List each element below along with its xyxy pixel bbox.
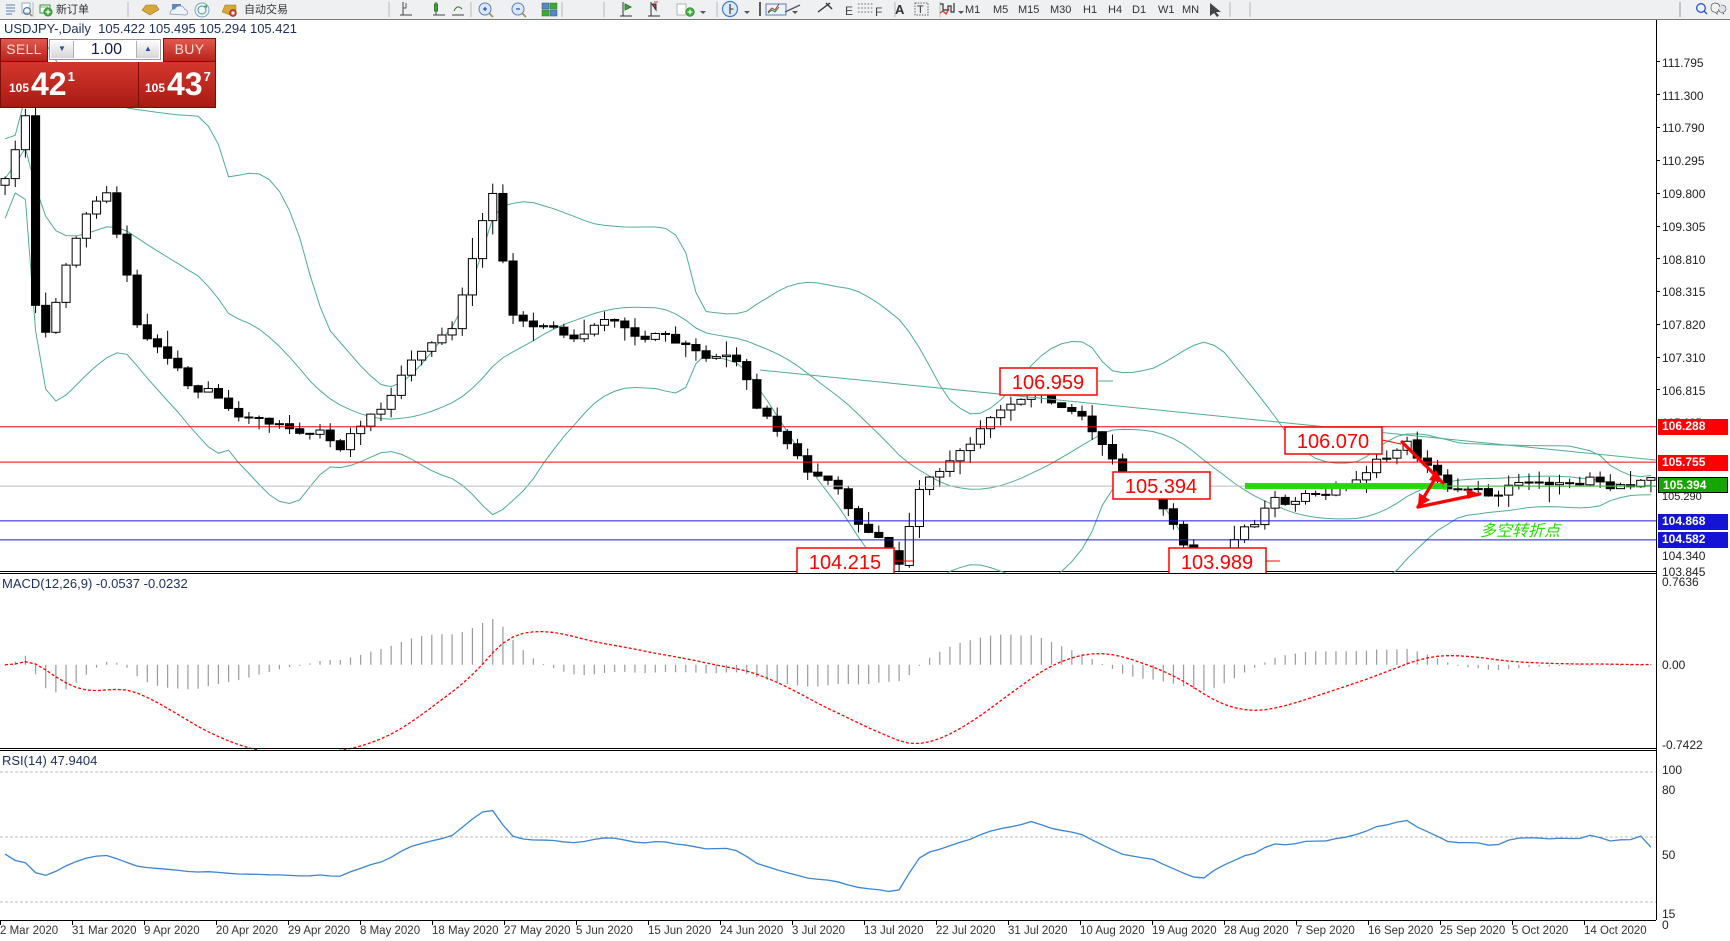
svg-text:T: T: [917, 4, 924, 16]
svg-text:D1: D1: [1132, 4, 1146, 16]
svg-text:106.070: 106.070: [1297, 431, 1369, 453]
svg-text:F: F: [875, 5, 882, 19]
svg-text:M1: M1: [965, 4, 980, 16]
svg-text:M30: M30: [1050, 4, 1071, 16]
svg-text:新订单: 新订单: [56, 2, 89, 16]
svg-text:104.215: 104.215: [809, 552, 881, 573]
svg-text:105.394: 105.394: [1125, 476, 1197, 498]
svg-text:自动交易: 自动交易: [244, 2, 288, 16]
svg-text:W1: W1: [1158, 4, 1175, 16]
svg-text:MN: MN: [1182, 4, 1199, 16]
svg-text:M5: M5: [993, 4, 1008, 16]
svg-text:H4: H4: [1108, 4, 1122, 16]
svg-text:106.959: 106.959: [1012, 372, 1084, 394]
svg-text:M15: M15: [1018, 4, 1039, 16]
svg-text:A: A: [895, 2, 905, 17]
svg-text:103.989: 103.989: [1181, 552, 1253, 573]
svg-text:E: E: [845, 4, 853, 18]
svg-text:多空转折点: 多空转折点: [1480, 522, 1562, 540]
svg-text:H1: H1: [1083, 4, 1097, 16]
